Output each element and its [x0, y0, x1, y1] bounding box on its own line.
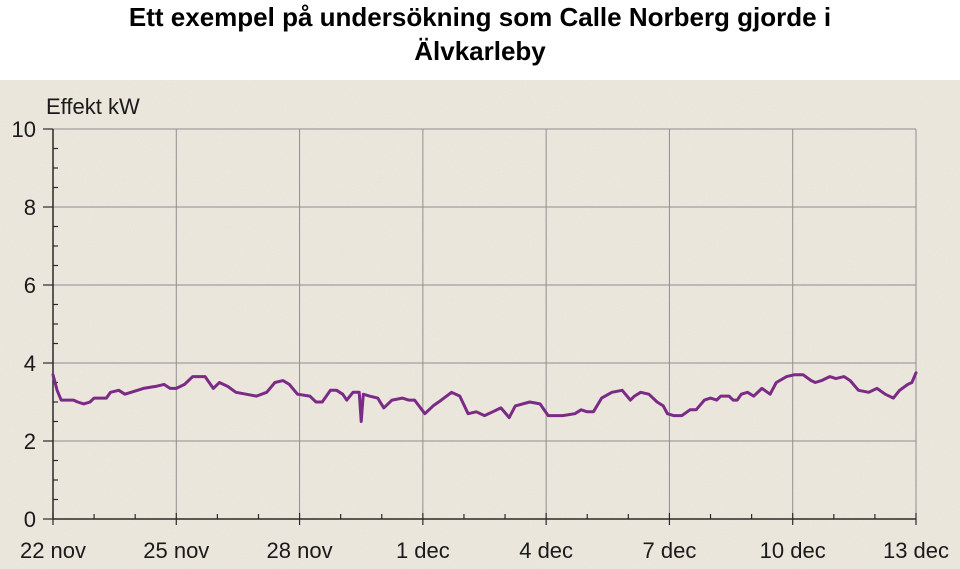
title-line-1: Ett exempel på undersökning som Calle No… — [128, 2, 832, 32]
labels: 0 2 4 6 8 10 22 nov 25 nov 28 nov 1 dec 4 dec 7 dec… — [12, 94, 950, 563]
line-chart: 0 2 4 6 8 10 22 nov 25 nov 28 nov 1 dec 4 dec 7 dec… — [0, 80, 960, 569]
x-tick-label: 22 nov — [20, 538, 86, 563]
y-tick-label: 6 — [24, 273, 36, 298]
series-layer — [51, 371, 918, 423]
axes — [43, 128, 917, 525]
y-tick-label: 4 — [24, 351, 36, 376]
x-tick-label: 28 nov — [267, 538, 333, 563]
y-tick-label: 8 — [24, 195, 36, 220]
x-tick-label: 4 dec — [519, 538, 573, 563]
y-tick-label: 0 — [24, 507, 36, 532]
y-tick-label: 10 — [12, 117, 36, 142]
grid — [53, 128, 917, 519]
chart-area: 0 2 4 6 8 10 22 nov 25 nov 28 nov 1 dec 4 dec 7 dec… — [0, 80, 960, 569]
x-tick-label: 10 dec — [760, 538, 826, 563]
x-tick-label: 1 dec — [396, 538, 450, 563]
title-line-2: Älvkarleby — [414, 36, 546, 66]
x-tick-label: 25 nov — [143, 538, 209, 563]
y-tick-label: 2 — [24, 429, 36, 454]
y-axis-label: Effekt kW — [46, 94, 140, 119]
x-tick-label: 13 dec — [883, 538, 949, 563]
page-title: Ett exempel på undersökning som Calle No… — [0, 0, 960, 68]
paper-texture — [0, 80, 960, 569]
series-line-effekt — [51, 371, 918, 423]
x-tick-label: 7 dec — [643, 538, 697, 563]
